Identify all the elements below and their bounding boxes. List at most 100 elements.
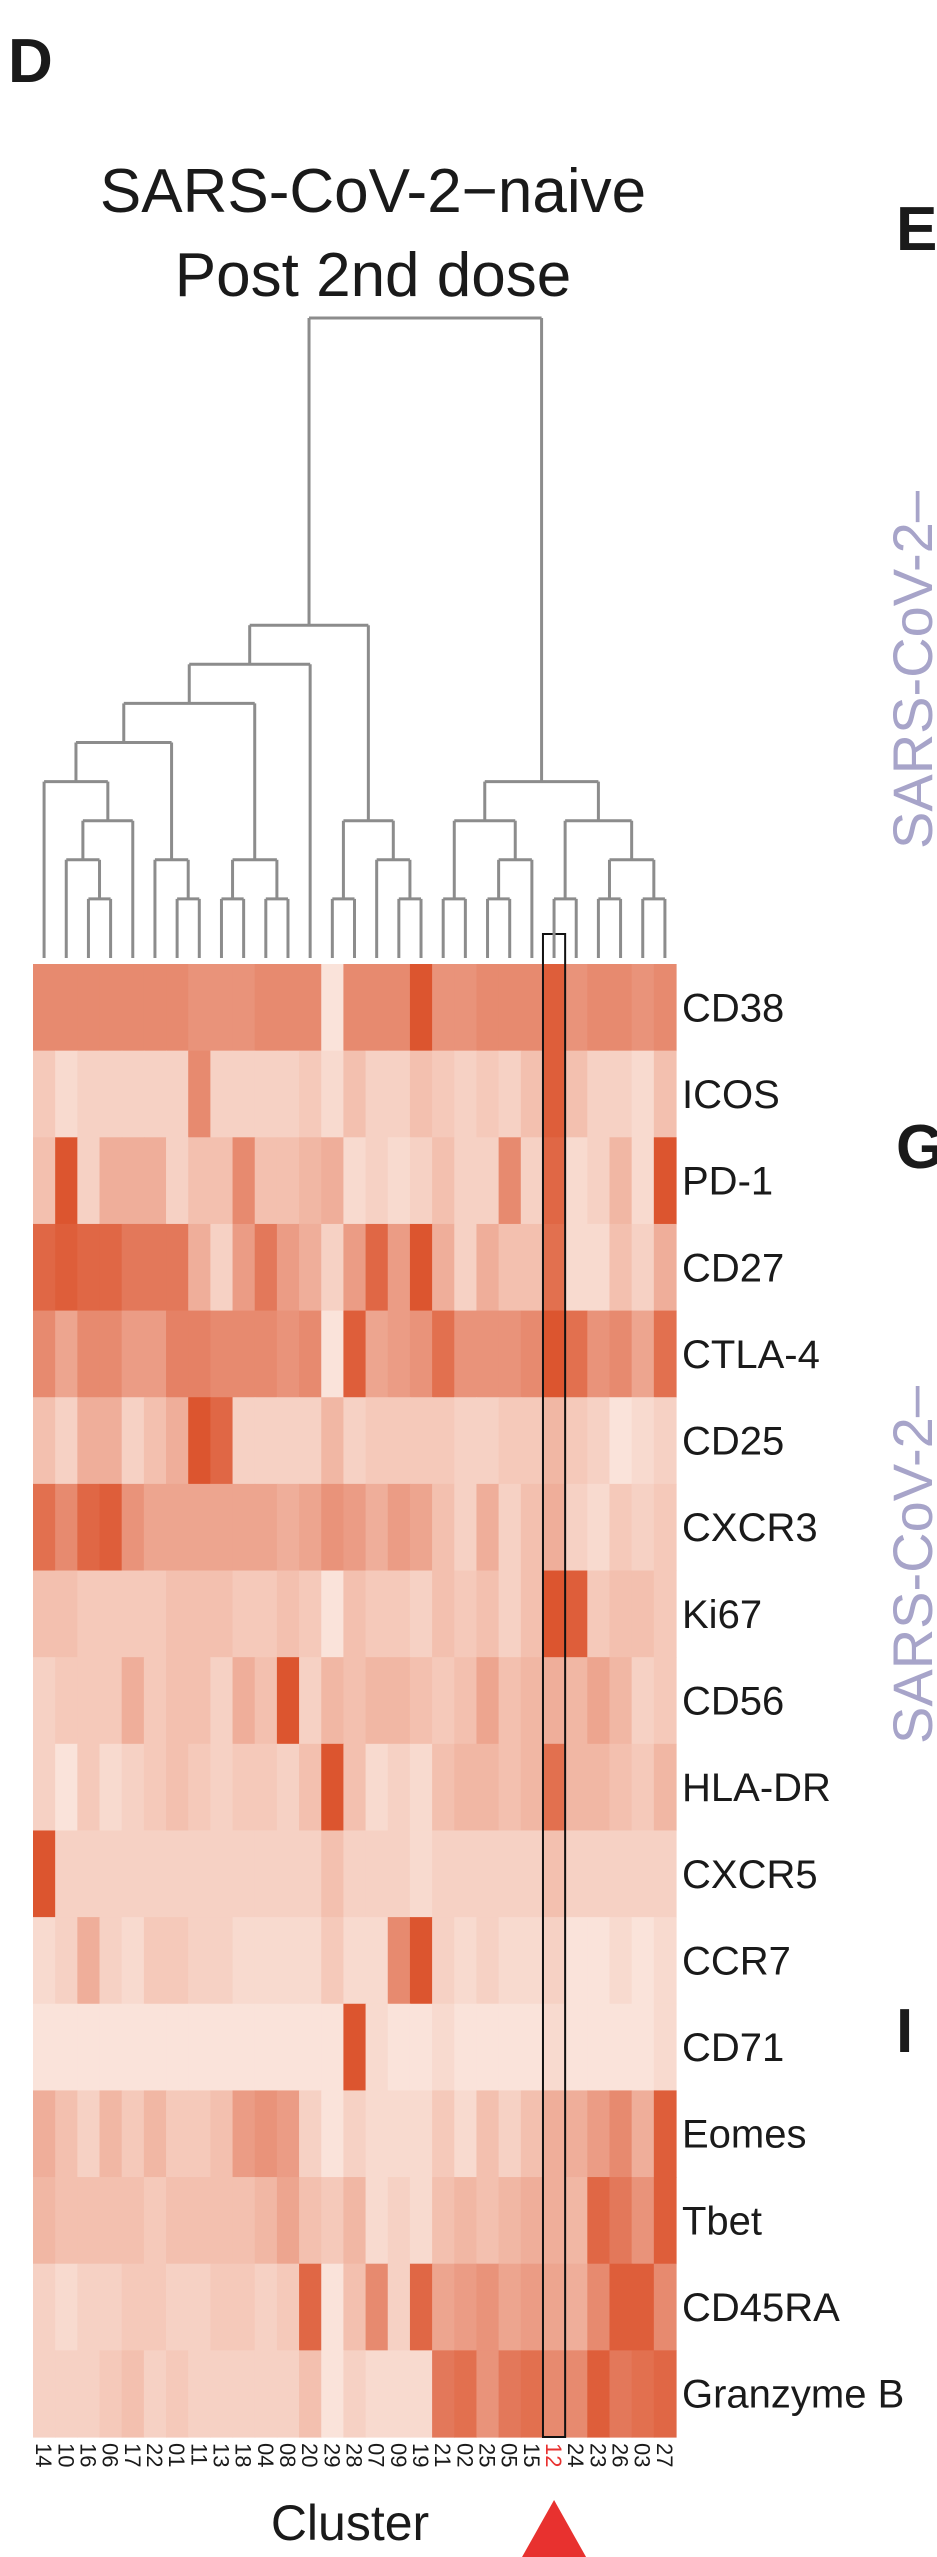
heatmap-cell [254, 1223, 278, 1312]
heatmap-cell [276, 1223, 300, 1312]
heatmap-cell [409, 1570, 433, 1658]
panel-label: I [896, 1997, 913, 2066]
heatmap-cell [565, 1830, 588, 1918]
heatmap-cell [653, 1137, 677, 1225]
heatmap-cell [99, 964, 123, 1052]
heatmap-cell [276, 1830, 300, 1918]
heatmap-cell [409, 1310, 433, 1398]
heatmap-cell [542, 2003, 566, 2092]
heatmap-cell [631, 1397, 655, 1485]
heatmap-cell [409, 1917, 433, 2005]
heatmap-cell [653, 1917, 677, 2005]
heatmap-cell [232, 1050, 256, 1138]
heatmap-cell [498, 1570, 522, 1658]
heatmap-cell [520, 1830, 544, 1918]
heatmap-cell [653, 1830, 677, 1918]
heatmap-cell [99, 1483, 123, 1572]
heatmap-cell [542, 1223, 566, 1312]
heatmap-cell [432, 1743, 455, 1832]
highlight-arrow [522, 2500, 587, 2557]
heatmap-cell [409, 2090, 433, 2178]
heatmap-cell [587, 1223, 611, 1312]
heatmap-cell [631, 2263, 655, 2351]
heatmap-cell [33, 2003, 56, 2092]
heatmap-cell [387, 2090, 411, 2178]
heatmap-cell [476, 1657, 500, 1745]
heatmap-cell [121, 1657, 145, 1745]
heatmap-cell [454, 1483, 478, 1572]
heatmap-cell [542, 2090, 566, 2178]
heatmap-cell [210, 964, 234, 1052]
heatmap-cell [520, 1657, 544, 1745]
heatmap-cell [343, 1483, 367, 1572]
heatmap-cell [232, 1483, 256, 1572]
heatmap-cell [609, 964, 633, 1052]
heatmap-cell [143, 1137, 167, 1225]
heatmap-cell [454, 2350, 478, 2438]
heatmap-cell [409, 1743, 433, 1832]
heatmap-cell [409, 1137, 433, 1225]
column-label: 25 [475, 2443, 500, 2467]
heatmap-cell [321, 1137, 345, 1225]
heatmap-cell [653, 1397, 677, 1485]
heatmap-cell [498, 1483, 522, 1572]
panel-label: G [896, 1113, 937, 1182]
heatmap-cell [498, 1050, 522, 1138]
heatmap-cell [321, 1657, 345, 1745]
heatmap-cell [565, 2003, 588, 2092]
heatmap-cell [188, 1570, 211, 1658]
heatmap-cell [587, 2003, 611, 2092]
chart-subtitle: Post 2nd dose [175, 241, 571, 310]
heatmap-cell [143, 1657, 167, 1745]
heatmap-cell [33, 1483, 56, 1572]
heatmap-cell [476, 1743, 500, 1832]
heatmap-cell [365, 2350, 389, 2438]
heatmap-cell [99, 1310, 123, 1398]
heatmap-cell [542, 1397, 566, 1485]
heatmap-cell [99, 2003, 123, 2092]
heatmap-cell [365, 1310, 389, 1398]
heatmap-cell [55, 1397, 78, 1485]
heatmap-cell [210, 1570, 234, 1658]
heatmap-cell [254, 1137, 278, 1225]
heatmap-cell [653, 1483, 677, 1572]
heatmap-cell [188, 1483, 211, 1572]
heatmap-cell [565, 2090, 588, 2178]
heatmap-cell [365, 1050, 389, 1138]
heatmap-cell [498, 2003, 522, 2092]
heatmap-cell [343, 2177, 367, 2265]
heatmap-cell [343, 1657, 367, 1745]
heatmap-cell [387, 1137, 411, 1225]
heatmap-cell [166, 1397, 189, 1485]
heatmap-cell [653, 2263, 677, 2351]
heatmap-cell [33, 1310, 56, 1398]
heatmap-cell [299, 1483, 322, 1572]
heatmap-cell [387, 1917, 411, 2005]
heatmap-cell [143, 2350, 167, 2438]
heatmap-cell [188, 1743, 211, 1832]
heatmap-cell [77, 1310, 101, 1398]
heatmap-cell [476, 1830, 500, 1918]
heatmap-cell [276, 1570, 300, 1658]
heatmap-cell [55, 2263, 78, 2351]
heatmap-cell [232, 2263, 256, 2351]
column-label: 18 [231, 2443, 256, 2467]
heatmap-cell [409, 1483, 433, 1572]
heatmap-cell [609, 2177, 633, 2265]
heatmap-cell [409, 1223, 433, 1312]
heatmap-cell [299, 964, 322, 1052]
heatmap-cell [99, 2177, 123, 2265]
column-label: 16 [75, 2443, 100, 2467]
heatmap-cell [254, 1830, 278, 1918]
heatmap-cell [432, 1050, 455, 1138]
column-label: 26 [608, 2443, 633, 2467]
column-label: 01 [164, 2443, 189, 2467]
heatmap-cell [321, 1050, 345, 1138]
heatmap-cell [409, 1657, 433, 1745]
heatmap-cell [254, 1397, 278, 1485]
heatmap-cell [609, 2350, 633, 2438]
heatmap-cell [454, 2177, 478, 2265]
heatmap-cell [99, 1397, 123, 1485]
heatmap-cell [520, 1483, 544, 1572]
